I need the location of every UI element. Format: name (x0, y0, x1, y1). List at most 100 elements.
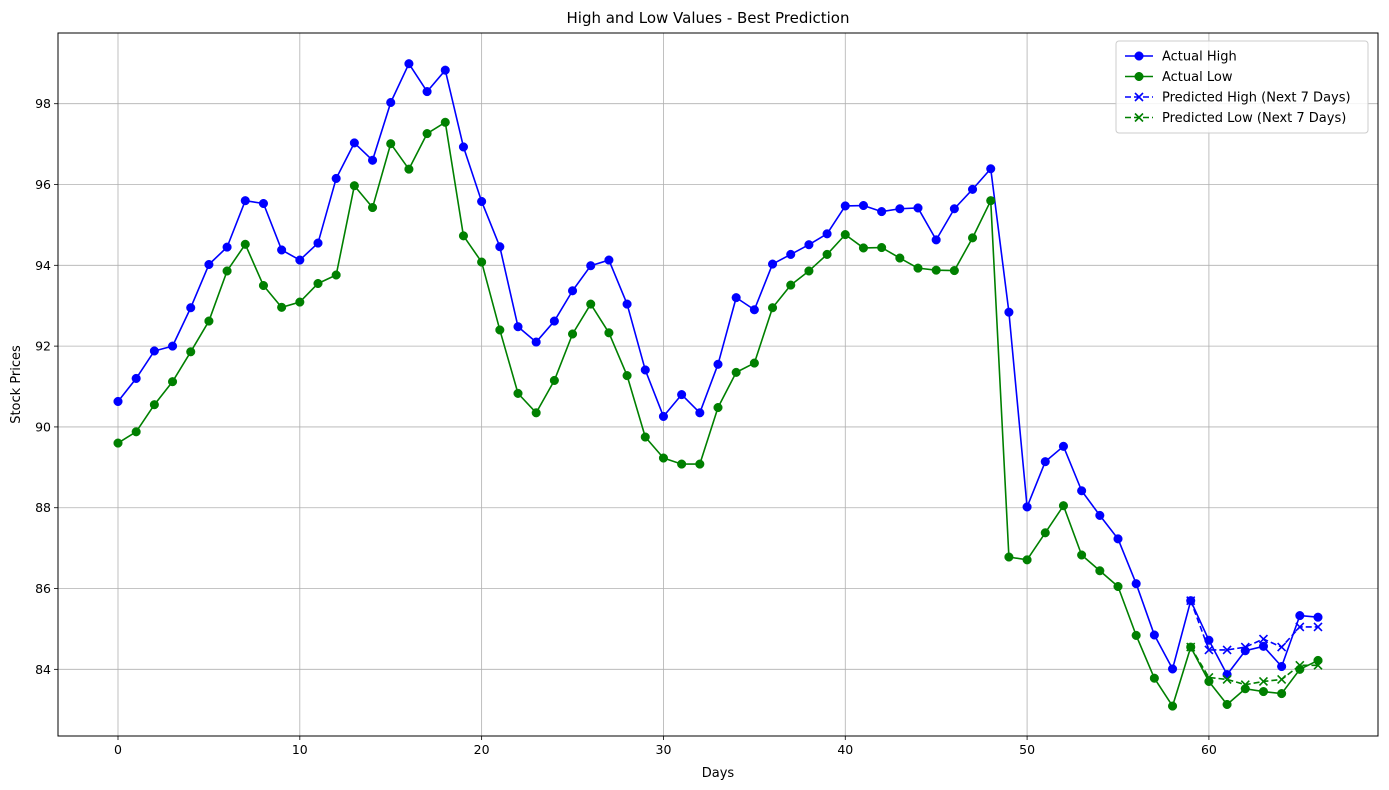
data-point (1295, 622, 1305, 632)
data-point (495, 325, 505, 335)
data-point (1222, 670, 1232, 680)
data-point (513, 322, 523, 332)
y-tick-label: 94 (35, 258, 51, 273)
data-point (167, 377, 178, 387)
data-point (1277, 674, 1287, 685)
legend-label: Predicted Low (Next 7 Days) (1162, 111, 1346, 126)
grid-lines (58, 33, 1378, 736)
data-point (1240, 642, 1250, 652)
data-point (404, 59, 414, 69)
data-point (786, 249, 796, 259)
data-point (240, 196, 250, 206)
data-point (1186, 596, 1196, 606)
data-point (422, 129, 432, 139)
data-point (895, 253, 905, 263)
data-point (677, 390, 687, 400)
data-point (440, 117, 450, 127)
x-tick-label: 50 (1019, 742, 1035, 757)
data-point (1222, 699, 1232, 710)
x-tick-label: 40 (837, 742, 853, 757)
data-point (1167, 701, 1178, 711)
data-point (531, 408, 541, 418)
data-point (949, 266, 959, 276)
data-point (222, 266, 232, 276)
y-tick-label: 84 (35, 662, 51, 677)
legend-marker (1134, 112, 1144, 123)
x-tick-label: 10 (292, 742, 308, 757)
plot-area (113, 59, 1323, 711)
data-point (967, 233, 978, 243)
axes-frame (57, 32, 1379, 737)
data-point (604, 328, 614, 338)
data-point (1277, 642, 1287, 652)
legend: Actual High Actual Low Predicted High (Nex… (1115, 40, 1369, 134)
legend-marker (1134, 51, 1144, 61)
y-tick-label: 88 (35, 500, 51, 515)
data-point (858, 200, 869, 211)
data-point (458, 231, 469, 241)
data-point (1258, 676, 1269, 687)
data-point (1258, 634, 1269, 644)
data-point (731, 293, 741, 303)
data-point (1277, 689, 1287, 699)
y-axis: 84 86 88 90 92 94 96 98 (35, 96, 58, 677)
data-point (804, 240, 814, 250)
data-point (440, 65, 450, 75)
data-point (1313, 660, 1323, 670)
legend-box (1115, 40, 1369, 134)
x-tick-label: 0 (114, 742, 122, 757)
x-tick-label: 30 (656, 742, 672, 757)
data-point (149, 400, 159, 410)
legend-item: Predicted Low (Next 7 Days) (1125, 111, 1346, 126)
data-point (840, 201, 850, 211)
legend-marker (1134, 92, 1144, 102)
data-point (640, 432, 650, 442)
data-point (131, 427, 141, 437)
data-point (622, 371, 632, 381)
data-point (877, 242, 887, 253)
data-point (204, 259, 214, 270)
data-point (1113, 581, 1123, 592)
data-point (1004, 307, 1014, 317)
y-tick-label: 96 (35, 177, 51, 192)
data-point (313, 238, 323, 248)
x-tick-label: 60 (1201, 742, 1217, 757)
x-axis: 0 10 20 30 40 50 60 (114, 736, 1217, 757)
data-point (1095, 510, 1105, 520)
data-point (1277, 661, 1287, 672)
data-point (767, 259, 778, 269)
data-point (1131, 630, 1141, 640)
data-point (658, 411, 669, 421)
data-point (586, 299, 596, 309)
data-point (658, 453, 669, 463)
data-point (131, 373, 141, 383)
data-point (149, 346, 159, 356)
data-point (1077, 486, 1087, 496)
series-line (1189, 600, 1318, 651)
data-point (1204, 645, 1214, 655)
data-point (604, 255, 614, 265)
data-point (1313, 655, 1323, 665)
data-point (1222, 645, 1232, 655)
data-point (804, 266, 814, 276)
y-axis-label: Stock Prices (9, 345, 24, 424)
data-point (895, 204, 905, 214)
legend-item: Actual Low (1125, 70, 1233, 85)
data-point (404, 164, 414, 174)
data-point (877, 207, 887, 217)
data-point (1167, 664, 1178, 674)
data-point (167, 341, 178, 351)
series-3 (1186, 642, 1323, 690)
data-point (749, 358, 759, 368)
data-point (1058, 501, 1069, 511)
data-point (1313, 622, 1323, 632)
data-point (258, 198, 269, 209)
data-point (1058, 441, 1069, 451)
data-point (386, 97, 396, 108)
data-point (677, 459, 687, 469)
data-point (349, 181, 359, 191)
data-point (1040, 528, 1050, 538)
y-tick-label: 98 (35, 96, 51, 111)
data-point (277, 245, 287, 255)
data-point (1077, 550, 1087, 560)
